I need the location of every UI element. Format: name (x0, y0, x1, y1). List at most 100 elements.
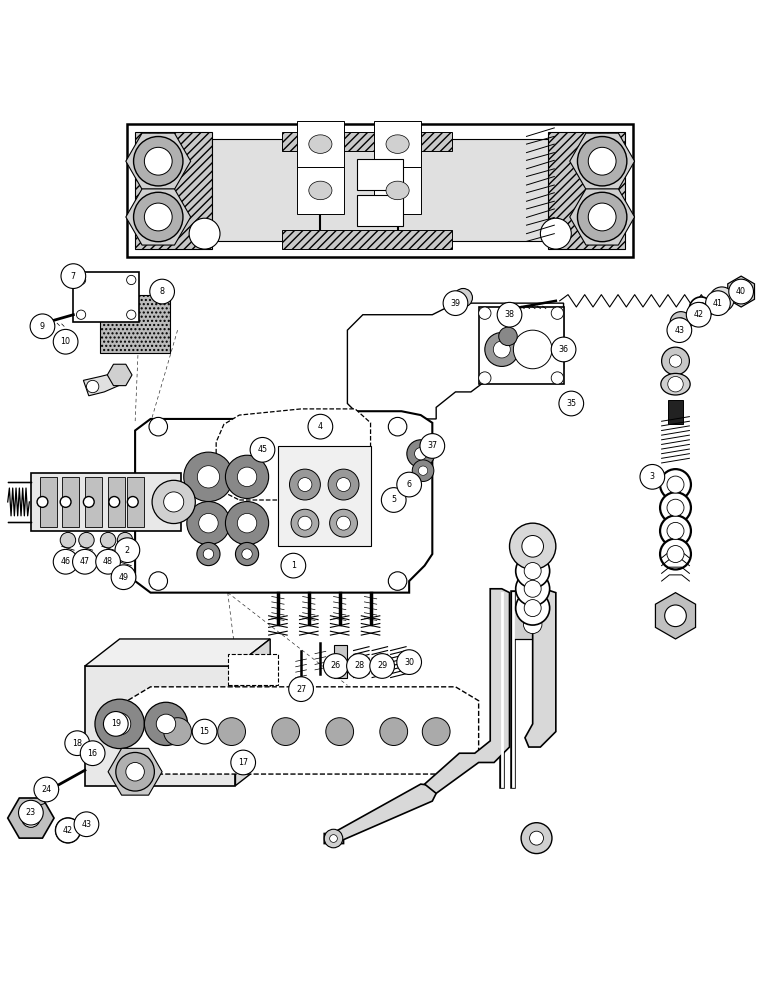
Bar (282, 132, 452, 151)
Text: 30: 30 (405, 658, 414, 667)
Circle shape (76, 275, 86, 285)
Polygon shape (83, 373, 122, 396)
Circle shape (323, 654, 348, 678)
Circle shape (62, 824, 74, 837)
Polygon shape (216, 409, 371, 500)
Circle shape (324, 829, 343, 848)
Circle shape (109, 497, 120, 507)
Bar (73, 272, 139, 322)
Text: 40: 40 (736, 287, 746, 296)
Circle shape (454, 288, 472, 307)
Circle shape (499, 327, 517, 346)
Circle shape (203, 549, 214, 559)
Text: 24: 24 (41, 785, 52, 794)
Text: 43: 43 (675, 326, 684, 335)
Text: 29: 29 (377, 661, 388, 670)
Text: 28: 28 (354, 661, 364, 670)
Circle shape (523, 615, 542, 634)
Polygon shape (8, 798, 54, 838)
Circle shape (513, 330, 552, 369)
Circle shape (479, 307, 491, 319)
Bar (212, 139, 548, 241)
Circle shape (111, 565, 136, 590)
Polygon shape (108, 748, 162, 795)
Circle shape (524, 580, 541, 597)
Circle shape (19, 800, 43, 825)
Polygon shape (570, 133, 635, 189)
Circle shape (347, 654, 371, 678)
Circle shape (559, 391, 584, 416)
Circle shape (729, 279, 753, 304)
Circle shape (485, 332, 519, 366)
Circle shape (30, 314, 55, 339)
Circle shape (79, 532, 94, 548)
Circle shape (443, 291, 468, 315)
Text: 18: 18 (73, 739, 82, 748)
Circle shape (134, 192, 183, 242)
Circle shape (198, 513, 218, 533)
Circle shape (197, 542, 220, 566)
Text: 9: 9 (40, 322, 45, 331)
Ellipse shape (309, 135, 332, 153)
Circle shape (665, 605, 686, 627)
Circle shape (187, 502, 230, 545)
Circle shape (127, 275, 136, 285)
Circle shape (667, 546, 684, 563)
Bar (374, 121, 421, 167)
Circle shape (407, 440, 435, 468)
Circle shape (328, 469, 359, 500)
Circle shape (117, 532, 133, 548)
Circle shape (308, 414, 333, 439)
Circle shape (61, 264, 86, 288)
Circle shape (144, 702, 188, 745)
Circle shape (388, 417, 407, 436)
Circle shape (667, 522, 684, 539)
Circle shape (493, 341, 510, 358)
Text: 43: 43 (82, 820, 91, 829)
Polygon shape (135, 411, 432, 593)
Circle shape (115, 538, 140, 563)
Circle shape (116, 752, 154, 791)
Bar (282, 230, 452, 249)
Circle shape (686, 302, 711, 327)
Circle shape (144, 147, 172, 175)
Circle shape (149, 572, 168, 590)
Circle shape (149, 417, 168, 436)
Text: 10: 10 (61, 337, 70, 346)
Circle shape (56, 818, 80, 843)
Text: 49: 49 (118, 573, 129, 582)
Circle shape (82, 742, 103, 764)
Circle shape (551, 372, 564, 384)
Circle shape (80, 741, 105, 766)
Circle shape (152, 480, 195, 524)
Circle shape (37, 317, 51, 331)
Circle shape (418, 466, 428, 475)
Bar (357, 195, 403, 226)
Text: 8: 8 (160, 287, 164, 296)
Text: 47: 47 (80, 557, 90, 566)
Circle shape (60, 497, 71, 507)
Circle shape (420, 434, 445, 458)
Circle shape (76, 310, 86, 319)
Text: 6: 6 (407, 480, 411, 489)
Text: 23: 23 (25, 808, 36, 817)
Circle shape (86, 380, 99, 393)
Text: 27: 27 (296, 685, 306, 694)
Text: 36: 36 (559, 345, 568, 354)
Circle shape (298, 478, 312, 492)
Circle shape (337, 516, 350, 530)
Circle shape (662, 347, 689, 375)
Text: 7: 7 (71, 272, 76, 281)
Circle shape (144, 203, 172, 231)
Circle shape (577, 137, 627, 186)
Circle shape (242, 549, 252, 559)
Circle shape (22, 809, 40, 827)
Bar (62, 477, 79, 527)
Circle shape (516, 572, 550, 606)
Bar (108, 477, 125, 527)
Circle shape (370, 654, 394, 678)
Circle shape (76, 814, 96, 834)
Circle shape (695, 302, 707, 315)
Text: 19: 19 (110, 719, 121, 728)
Circle shape (60, 532, 76, 548)
